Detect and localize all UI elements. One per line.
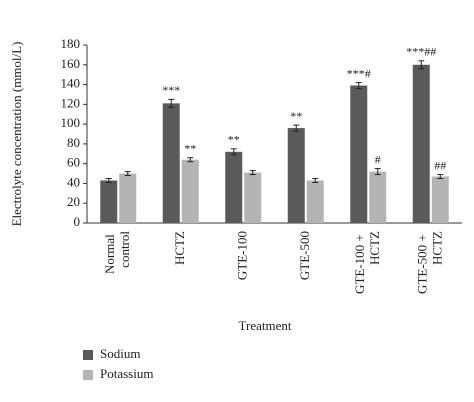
error-bar <box>355 82 362 90</box>
error-bar <box>105 178 112 183</box>
bar <box>225 151 243 223</box>
error-bar <box>230 148 237 156</box>
legend-swatch <box>83 370 93 380</box>
y-tick-label: 80 <box>67 135 80 150</box>
bar <box>181 159 199 223</box>
legend-swatch <box>83 350 93 360</box>
y-tick-label: 180 <box>61 36 81 51</box>
legend-label: Potassium <box>100 366 153 381</box>
x-tick-label: Normal control <box>102 231 132 274</box>
y-tick-label: 20 <box>67 194 80 209</box>
bar <box>287 128 305 223</box>
y-tick-label: 140 <box>61 76 81 91</box>
bar <box>350 85 368 224</box>
significance-label: ## <box>434 158 446 172</box>
y-tick-label: 0 <box>74 214 81 229</box>
x-tick-label: GTE-500 <box>297 231 312 280</box>
error-bar <box>374 168 381 176</box>
significance-label: ** <box>290 109 302 123</box>
bar <box>100 180 118 223</box>
error-bar <box>418 60 425 70</box>
bar <box>412 64 430 224</box>
error-bar <box>168 98 175 108</box>
error-bar <box>437 174 444 179</box>
bar <box>369 171 387 223</box>
bar <box>119 173 137 223</box>
bar <box>306 180 324 223</box>
y-axis-label: Electrolyte concentration (mmol/L) <box>9 42 24 227</box>
x-tick-label: GTE-500 + HCTZ <box>414 231 444 294</box>
significance-label: # <box>375 152 381 166</box>
error-bar <box>249 170 256 176</box>
y-tick-label: 100 <box>61 115 81 130</box>
y-tick-label: 160 <box>61 56 81 71</box>
y-tick-label: 40 <box>67 174 80 189</box>
significance-label: *** <box>162 83 180 97</box>
bar <box>162 103 180 223</box>
significance-label: ***# <box>347 66 371 80</box>
significance-label: ** <box>184 141 196 155</box>
x-tick-label: GTE-100 <box>234 231 249 280</box>
bar <box>431 176 449 223</box>
y-tick-label: 120 <box>61 95 81 110</box>
significance-label: ** <box>228 133 240 147</box>
error-bar <box>124 171 131 177</box>
x-tick-label: HCTZ <box>172 231 187 265</box>
x-axis-label: Treatment <box>239 318 292 333</box>
legend-label: Sodium <box>100 346 140 361</box>
significance-label: ***## <box>406 45 436 59</box>
y-tick-label: 60 <box>67 155 80 170</box>
error-bar <box>293 124 300 132</box>
error-bar <box>187 157 194 163</box>
bar <box>244 172 262 223</box>
error-bar <box>312 178 319 183</box>
x-tick-label: GTE-100 + HCTZ <box>352 231 382 294</box>
